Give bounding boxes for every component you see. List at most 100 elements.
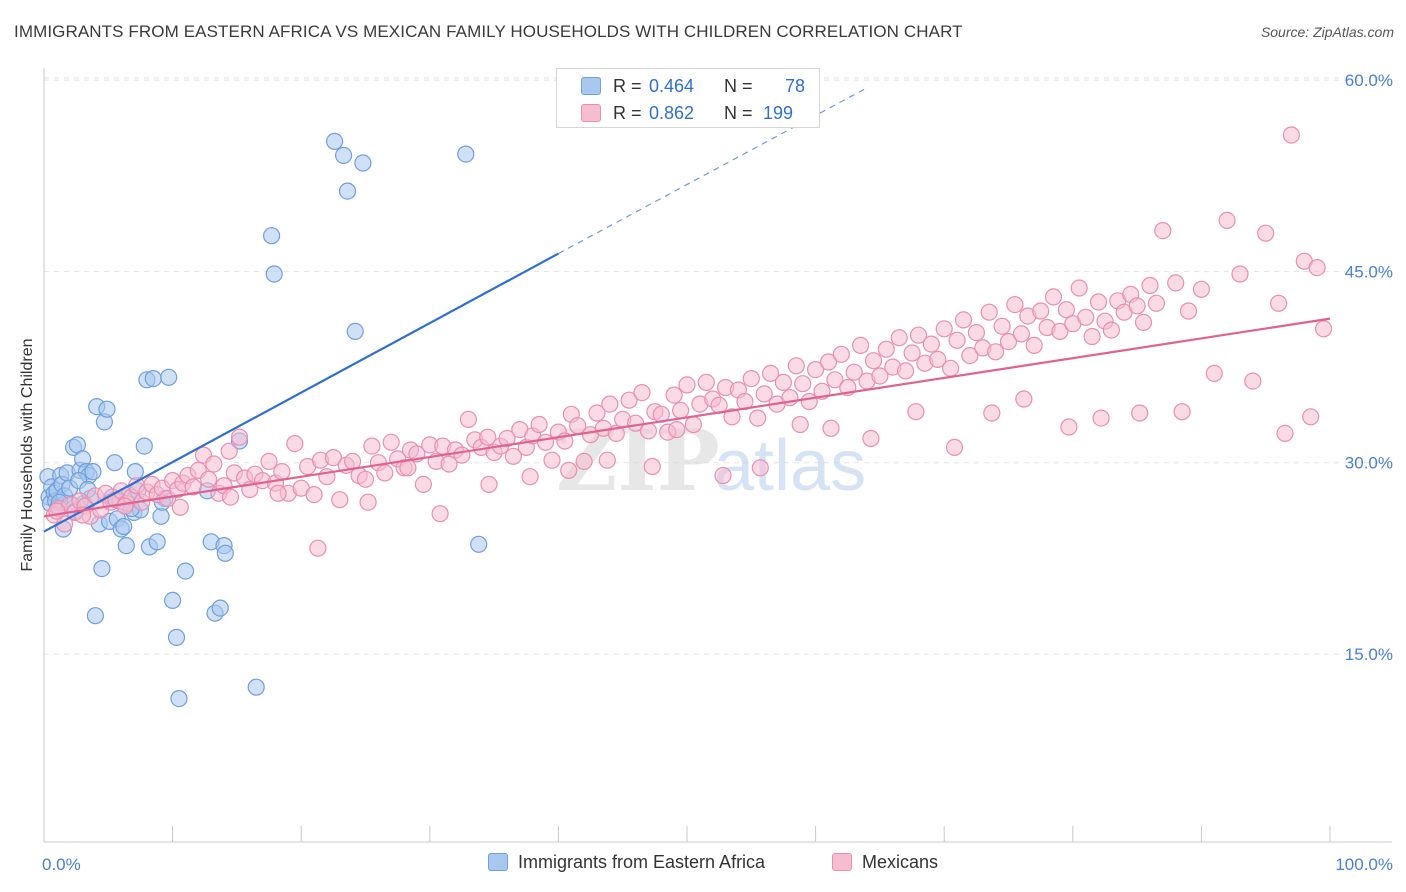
legend-row-mexicans: R = 0.862 N = 199 xyxy=(557,100,819,126)
data-point-eastern-africa xyxy=(115,517,133,536)
data-point-eastern-africa xyxy=(167,628,186,647)
trendline-eastern-africa xyxy=(43,252,559,533)
data-point-eastern-africa xyxy=(265,265,283,283)
data-point-mexicans xyxy=(980,303,998,321)
source-label: Source: ZipAtlas.com xyxy=(1260,24,1394,40)
data-point-mexicans xyxy=(575,452,593,470)
data-point-mexicans xyxy=(935,320,953,338)
series-legend: Immigrants from Eastern Africa Mexicans xyxy=(0,852,1406,878)
data-point-eastern-africa xyxy=(170,689,188,708)
data-point-mexicans xyxy=(1012,325,1031,343)
legend-item-eastern-africa: Immigrants from Eastern Africa xyxy=(488,852,765,873)
data-point-mexicans xyxy=(1128,297,1146,315)
data-point-mexicans xyxy=(945,438,964,456)
data-point-eastern-africa xyxy=(98,400,116,418)
data-point-mexicans xyxy=(1167,274,1185,292)
watermark-atlas: atlas xyxy=(714,426,866,506)
data-point-mexicans xyxy=(1314,320,1333,338)
data-point-eastern-africa xyxy=(326,132,344,150)
data-point-eastern-africa xyxy=(216,544,234,562)
legend-r-value: 0.862 xyxy=(649,103,695,123)
data-point-mexicans xyxy=(1070,279,1088,297)
data-point-mexicans xyxy=(1060,418,1078,436)
data-point-mexicans xyxy=(620,391,638,409)
data-point-mexicans xyxy=(171,498,189,516)
data-point-mexicans xyxy=(643,457,661,476)
data-point-mexicans xyxy=(376,464,394,482)
data-point-mexicans xyxy=(521,468,539,486)
data-point-eastern-africa xyxy=(354,154,372,172)
data-point-mexicans xyxy=(665,386,683,404)
data-point-mexicans xyxy=(1083,327,1101,346)
data-point-mexicans xyxy=(787,357,805,375)
data-point-eastern-africa xyxy=(106,454,124,472)
data-point-mexicans xyxy=(1276,424,1294,442)
data-point-mexicans xyxy=(431,505,449,523)
data-point-mexicans xyxy=(1015,390,1033,408)
data-point-mexicans xyxy=(1032,302,1050,320)
legend-swatch-blue xyxy=(581,77,601,95)
data-point-eastern-africa xyxy=(211,599,229,617)
data-point-mexicans xyxy=(671,401,690,419)
data-point-mexicans xyxy=(1044,288,1063,306)
data-point-mexicans xyxy=(948,331,966,349)
chart-title: IMMIGRANTS FROM EASTERN AFRICA VS MEXICA… xyxy=(14,22,963,41)
data-point-mexicans xyxy=(1308,259,1326,277)
data-point-mexicans xyxy=(363,437,381,455)
legend-swatch-pink xyxy=(832,853,852,871)
data-point-eastern-africa xyxy=(263,227,281,245)
data-point-mexicans xyxy=(678,376,696,394)
data-point-eastern-africa xyxy=(144,370,162,388)
data-point-mexicans xyxy=(845,363,863,381)
data-point-mexicans xyxy=(1057,301,1076,319)
data-point-mexicans xyxy=(896,362,915,380)
data-point-mexicans xyxy=(851,336,870,354)
data-point-eastern-africa xyxy=(338,182,357,200)
data-point-mexicans xyxy=(1269,294,1288,312)
data-point-mexicans xyxy=(1077,308,1095,326)
data-point-mexicans xyxy=(359,493,377,511)
data-point-mexicans xyxy=(954,311,973,329)
data-point-mexicans xyxy=(742,370,760,388)
data-point-mexicans xyxy=(1179,302,1198,320)
data-point-mexicans xyxy=(459,410,477,428)
data-point-mexicans xyxy=(1092,409,1110,427)
legend-n-label: N = xyxy=(724,103,753,123)
data-point-mexicans xyxy=(1302,408,1320,426)
data-point-mexicans xyxy=(755,385,773,403)
data-point-mexicans xyxy=(697,373,715,391)
x-tick-label-max: 100.0% xyxy=(1335,855,1393,874)
legend-n-label: N = xyxy=(724,76,753,96)
data-point-eastern-africa xyxy=(247,678,265,696)
legend-label-mexicans: Mexicans xyxy=(862,852,939,872)
data-point-mexicans xyxy=(440,455,458,473)
data-point-mexicans xyxy=(305,486,323,504)
legend-label-eastern-africa: Immigrants from Eastern Africa xyxy=(518,852,766,872)
data-point-mexicans xyxy=(941,359,960,377)
data-point-eastern-africa xyxy=(176,562,195,580)
data-point-mexicans xyxy=(269,484,287,502)
data-point-mexicans xyxy=(871,367,889,385)
data-point-mexicans xyxy=(414,475,432,493)
data-point-mexicans xyxy=(382,433,400,451)
data-point-mexicans xyxy=(1102,321,1121,339)
data-point-mexicans xyxy=(714,466,732,485)
data-point-mexicans xyxy=(1154,222,1172,240)
y-tick-label: 60.0% xyxy=(1345,71,1393,90)
data-point-mexicans xyxy=(1205,364,1223,382)
data-point-mexicans xyxy=(826,371,844,389)
data-point-mexicans xyxy=(832,345,850,363)
legend-swatch-blue xyxy=(488,853,508,871)
data-point-mexicans xyxy=(877,340,895,358)
data-point-mexicans xyxy=(536,433,555,451)
data-point-mexicans xyxy=(967,324,986,342)
data-point-mexicans xyxy=(633,384,651,402)
data-point-mexicans xyxy=(819,353,838,371)
data-point-eastern-africa xyxy=(84,463,102,481)
data-point-mexicans xyxy=(862,429,880,448)
data-point-eastern-africa xyxy=(117,536,135,555)
data-point-mexicans xyxy=(588,404,606,422)
data-point-mexicans xyxy=(480,475,498,493)
data-point-mexicans xyxy=(794,375,812,393)
data-point-mexicans xyxy=(530,415,548,434)
